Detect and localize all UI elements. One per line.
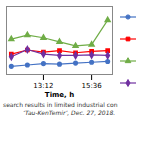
svg-text:Time, h: Time, h <box>45 91 74 99</box>
html-text:‘Tau-KenTemir’, Dec. 27, 2018.: ‘Tau-KenTemir’, Dec. 27, 2018. <box>23 108 116 116</box>
svg-text:15:36: 15:36 <box>82 82 103 90</box>
html-text:search results in limited indu: search results in limited industrial con <box>3 101 118 108</box>
svg-text:13:12: 13:12 <box>33 82 53 90</box>
